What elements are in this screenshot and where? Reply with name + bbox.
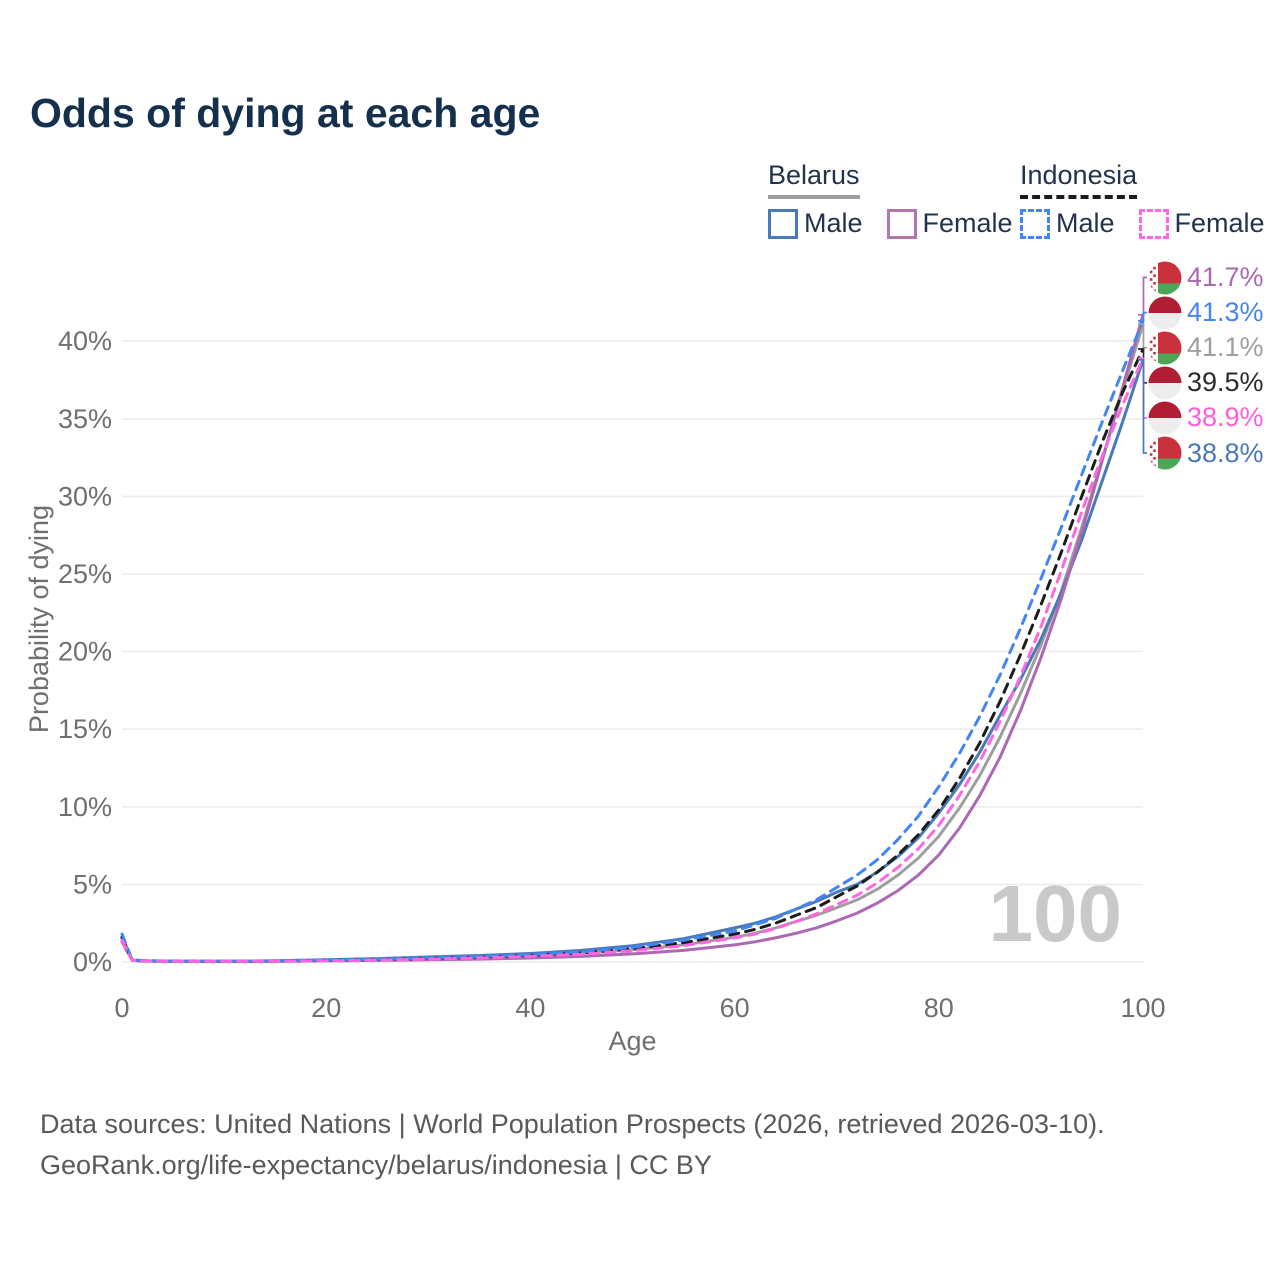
end-label-connector <box>1138 323 1147 349</box>
y-tick-label: 15% <box>58 714 112 744</box>
belarus-female-swatch-icon <box>886 208 917 239</box>
legend-item-label: Female <box>1174 208 1265 238</box>
legend-item-belarus-female[interactable]: Female <box>886 208 1013 239</box>
y-tick-label: 40% <box>58 326 112 356</box>
x-tick-label: 40 <box>515 993 545 1023</box>
x-tick-label: 80 <box>924 993 954 1023</box>
source-url-line: GeoRank.org/life-expectancy/belarus/indo… <box>40 1150 712 1180</box>
belarus-flag-icon <box>1148 261 1182 294</box>
data-source-line: Data sources: United Nations | World Pop… <box>40 1109 1105 1139</box>
series-line-belarus-female[interactable] <box>120 313 1145 963</box>
indonesia-flag-icon <box>1148 296 1182 330</box>
end-label-connector <box>1138 358 1147 454</box>
legend-item-belarus-male[interactable]: Male <box>768 208 863 239</box>
end-label-connector <box>1138 276 1147 316</box>
belarus-male-swatch-icon <box>768 208 798 239</box>
end-label-row: 41.1% <box>1148 331 1264 365</box>
y-tick-label: 20% <box>58 637 112 667</box>
end-label-row: 39.5% <box>1148 366 1264 400</box>
y-tick-label: 25% <box>58 559 112 589</box>
legend-country-belarus[interactable]: Belarus <box>768 160 860 199</box>
y-tick-label: 35% <box>58 404 112 434</box>
end-label-connector <box>1138 311 1147 322</box>
y-tick-label: 30% <box>58 481 112 511</box>
belarus-flag-icon <box>1148 331 1182 365</box>
series-line-indonesia-male[interactable] <box>120 319 1145 963</box>
end-label-value: 41.1% <box>1187 332 1264 363</box>
indonesia-male-swatch-icon <box>1020 208 1050 239</box>
page-title: Odds of dying at each age <box>30 90 541 136</box>
legend-group-indonesia: Indonesia Male Female <box>1020 160 1265 239</box>
x-tick-label: 60 <box>720 993 750 1023</box>
source-attribution: Data sources: United Nations | World Pop… <box>40 1104 1105 1186</box>
end-label-value: 38.9% <box>1187 402 1264 433</box>
series-line-belarus[interactable] <box>120 322 1145 963</box>
end-label-row: 41.7% <box>1148 261 1264 295</box>
end-label-row: 38.8% <box>1148 436 1264 470</box>
y-tick-label: 0% <box>73 947 112 977</box>
y-tick-label: 10% <box>58 792 112 822</box>
age-watermark: 100 <box>989 869 1122 958</box>
y-tick-label: 5% <box>73 869 112 899</box>
legend-item-indonesia-female[interactable]: Female <box>1138 208 1265 239</box>
x-tick-label: 0 <box>114 993 129 1023</box>
indonesia-flag-icon <box>1148 366 1182 400</box>
series-line-indonesia-female[interactable] <box>120 356 1145 963</box>
end-label-row: 38.9% <box>1148 401 1264 435</box>
legend-country-indonesia[interactable]: Indonesia <box>1020 160 1138 199</box>
x-axis-title: Age <box>608 1026 656 1056</box>
y-axis-title: Probability of dying <box>24 505 54 733</box>
legend-group-belarus: Belarus Male Female <box>768 160 1013 239</box>
indonesia-female-swatch-icon <box>1138 208 1169 239</box>
x-tick-label: 20 <box>311 993 341 1023</box>
legend-item-label: Female <box>922 208 1013 238</box>
legend-item-label: Male <box>804 208 863 238</box>
end-label-row: 41.3% <box>1148 296 1264 330</box>
belarus-flag-icon <box>1148 436 1182 470</box>
end-label-value: 41.3% <box>1187 297 1264 328</box>
legend-item-label: Male <box>1056 208 1115 238</box>
end-label-value: 41.7% <box>1187 262 1264 292</box>
legend-item-indonesia-male[interactable]: Male <box>1020 208 1115 239</box>
x-tick-label: 100 <box>1120 993 1165 1023</box>
end-label-value: 38.8% <box>1187 437 1264 468</box>
end-label-value: 39.5% <box>1187 367 1264 398</box>
indonesia-flag-icon <box>1148 401 1182 435</box>
